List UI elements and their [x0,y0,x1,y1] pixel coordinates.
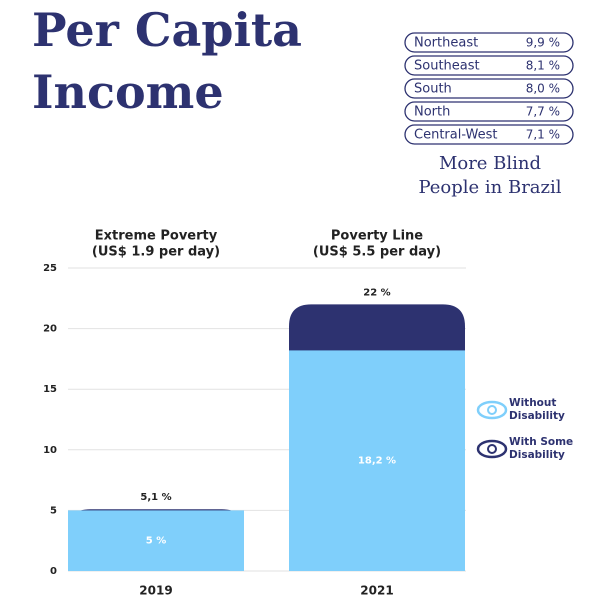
region-pill [404,101,574,122]
region-pill [404,78,574,99]
value-label: 5 % [146,536,166,547]
region-name: North [414,105,450,120]
bar [289,350,465,571]
region-value: 8,0 % [526,82,560,96]
region-name: Southeast [414,59,480,74]
region-pill [404,124,574,145]
heading-line: People in Brazil [418,177,561,198]
group-title: Poverty Line [331,229,423,244]
title-line: Per Capita [32,3,302,57]
value-label: 5,1 % [140,492,171,503]
region-name: Central-West [414,128,497,143]
legend-label: With Some Disability [509,436,574,461]
group-title: (US$ 5.5 per day) [313,245,441,260]
region-pill [404,55,574,76]
legend-eye-pupil [487,405,497,415]
value-label: 22 % [363,287,390,298]
legend-label: Without Disability [509,397,565,422]
title: Per Capita Income [32,3,302,119]
legend-eye [476,439,508,459]
region-value: 9,9 % [526,36,560,50]
x-tick-label: 2021 [360,584,393,598]
region-value: 8,1 % [526,59,560,73]
y-tick-label: 5 [50,505,57,516]
y-tick-label: 20 [43,324,57,335]
legend-label-box: Without Disability [509,397,565,422]
value-label: 18,2 % [358,456,396,467]
region-name: Northeast [414,36,478,51]
x-tick-label: 2019 [139,584,172,598]
legend-label-box: With Some Disability [509,436,574,461]
heading-line: More Blind [439,153,541,174]
region-name: South [414,82,452,97]
y-tick-label: 10 [43,445,57,456]
bar [68,510,244,571]
legend-eye [476,400,508,420]
y-tick-label: 25 [43,263,57,274]
title-line: Income [32,65,224,119]
y-tick-label: 15 [43,384,57,395]
legend-eye-pupil [487,444,497,454]
group-title: (US$ 1.9 per day) [92,245,220,260]
y-tick-label: 0 [50,566,57,577]
region-value: 7,1 % [526,128,560,142]
region-value: 7,7 % [526,105,560,119]
group-title: Extreme Poverty [95,229,218,244]
region-pill [404,32,574,53]
